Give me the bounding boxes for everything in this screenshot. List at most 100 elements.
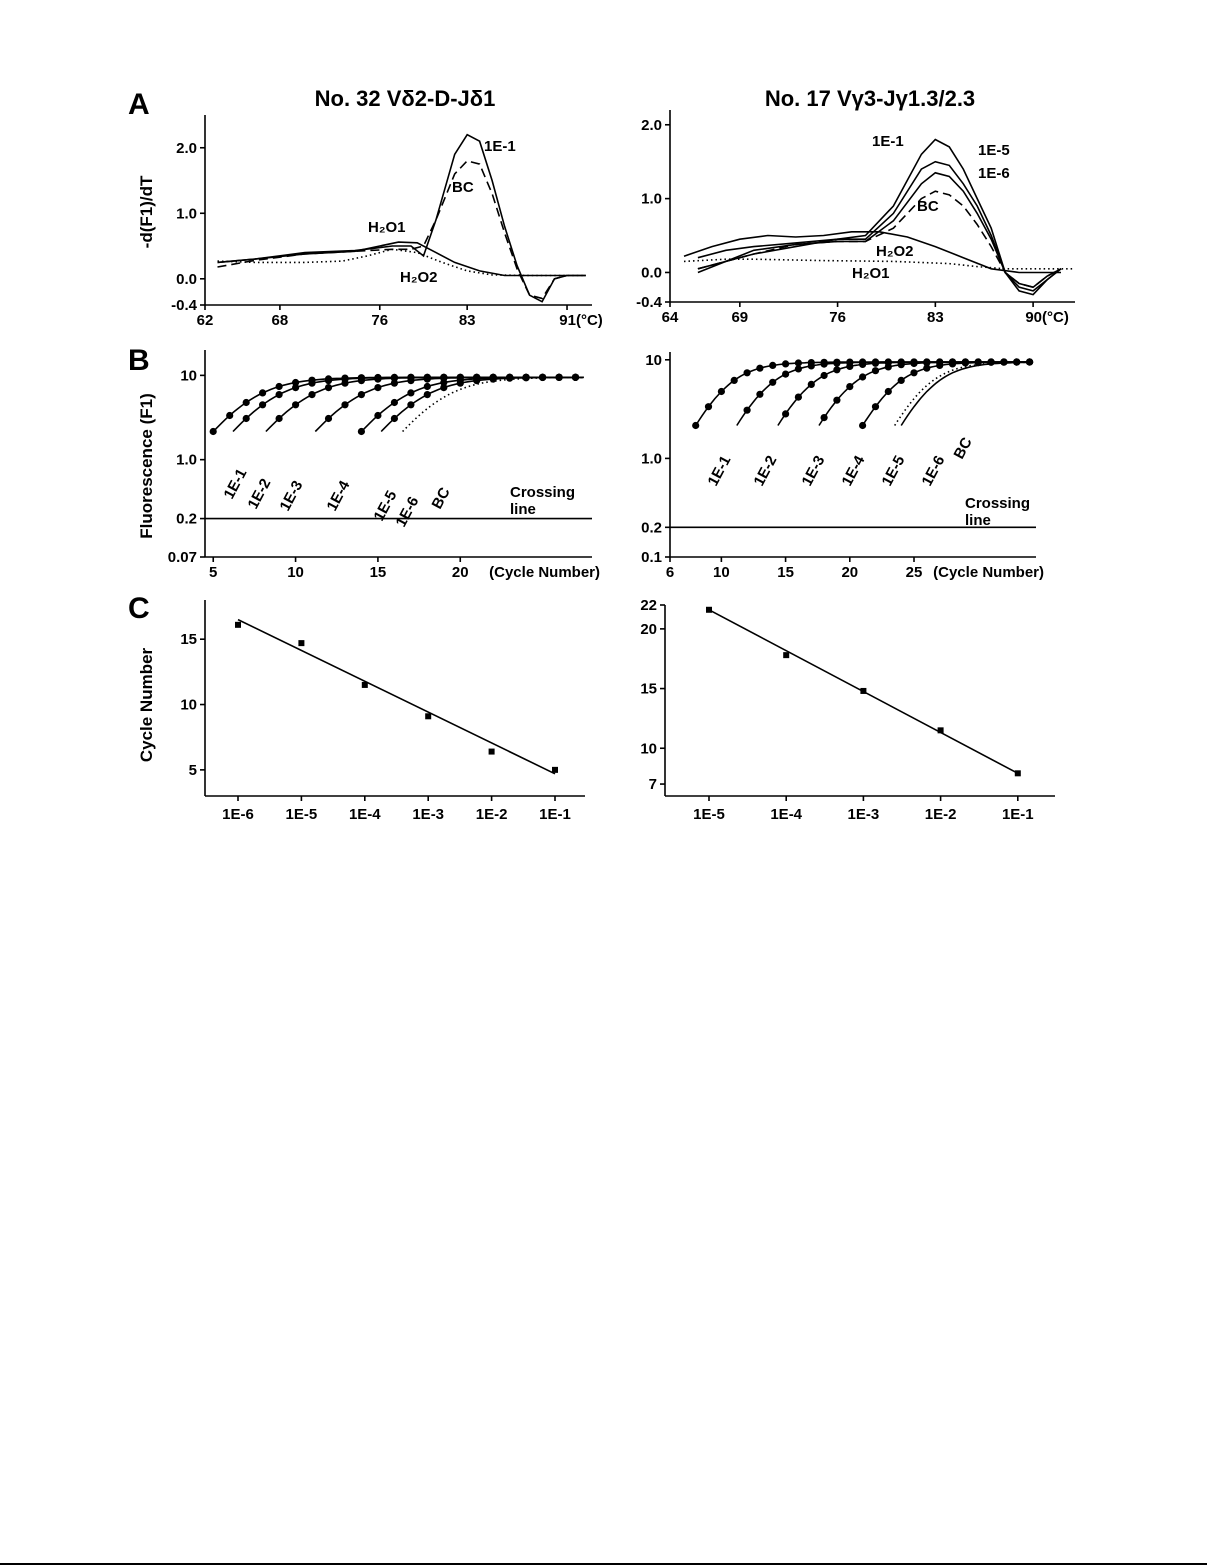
- left-column-title: No. 32 Vδ2-D-Jδ1: [315, 86, 496, 111]
- y-tick-label: 15: [640, 681, 657, 698]
- curve-label: H₂O2: [876, 243, 914, 260]
- series-1e-3-point: [807, 380, 815, 388]
- series-1e-3-point: [871, 359, 880, 367]
- series-1e-2-point: [794, 365, 803, 373]
- y-tick-label: 0.2: [176, 511, 197, 528]
- panel-letter-a: A: [128, 88, 150, 121]
- crossing-line-label: line: [965, 512, 991, 529]
- x-axis-label: (Cycle Number): [933, 564, 1044, 581]
- series-1e-4-point: [374, 384, 382, 392]
- series-1e-5-point: [859, 421, 867, 430]
- amp-y-label: Fluorescence (F1): [137, 393, 156, 539]
- y-tick-label: 20: [640, 621, 657, 638]
- y-tick-label: -0.4: [171, 297, 198, 314]
- series-1e-4-point: [407, 377, 415, 385]
- series-1e-4-point: [923, 359, 931, 367]
- curve-label: H₂O1: [368, 219, 406, 236]
- series-1e-2-point: [820, 360, 828, 368]
- y-tick-label: 0.0: [176, 271, 197, 288]
- std-y-label: Cycle Number: [137, 647, 156, 762]
- series-label: 1E-3: [799, 453, 829, 489]
- series-label: 1E-4: [324, 477, 354, 514]
- y-tick-label: 1.0: [641, 450, 662, 467]
- x-tick-label: 15: [370, 564, 387, 581]
- y-tick-label: 10: [180, 367, 197, 384]
- series-1e-4-point: [846, 383, 854, 391]
- crossing-line-label: Crossing: [510, 484, 575, 501]
- series-1e-1-point: [717, 387, 726, 396]
- series-1e-1-point: [730, 376, 738, 384]
- series-1e-5-line: [697, 160, 1062, 292]
- series-1e-6-point: [506, 374, 514, 382]
- x-tick-label: 1E-3: [848, 806, 880, 823]
- data-point: [361, 681, 368, 688]
- series-1e-1-point: [259, 389, 267, 397]
- x-tick-label: 10: [287, 564, 304, 581]
- x-tick-label: 20: [841, 564, 858, 581]
- x-tick-label: 69: [731, 309, 748, 326]
- series-1e-3-point: [794, 393, 803, 401]
- curve-label: BC: [917, 198, 939, 215]
- x-tick-label: 64: [662, 309, 679, 326]
- series-bc-line: [402, 376, 584, 433]
- data-point: [860, 687, 867, 694]
- x-tick-label: 6: [666, 564, 674, 581]
- y-tick-label: 2.0: [176, 140, 197, 157]
- series-1e-4-point: [357, 391, 365, 399]
- y-tick-label: 5: [189, 762, 197, 779]
- series-1e-2-point: [743, 406, 751, 414]
- melt-curve-chart-left: -0.4 0.0 1.0 2.0 62 68 76 83 91(°C) 1E-1 BC H₂O1 H₂O…: [171, 115, 603, 329]
- series-1e-1-point: [209, 427, 217, 436]
- standard-curve-chart-left: 5 10 15 1E-6 1E-5 1E-4 1E-3 1E-2 1E-1: [180, 600, 585, 823]
- data-point: [235, 621, 241, 628]
- page-bottom-rule: [0, 1563, 1207, 1565]
- panel-letter-c: C: [128, 592, 150, 625]
- series-1e-1-point: [704, 403, 713, 411]
- series-1e-5-point: [390, 398, 398, 407]
- series-1e-5-point: [423, 382, 431, 391]
- series-1e-4-point: [884, 363, 892, 371]
- series-1e-4-point: [910, 359, 918, 368]
- series-1e-6-point: [522, 374, 530, 382]
- series-label: 1E-1: [221, 466, 251, 502]
- x-tick-label: 68: [272, 312, 289, 329]
- y-tick-label: 10: [640, 740, 657, 757]
- x-tick-label: 90(°C): [1025, 309, 1069, 326]
- series-1e-2-point: [324, 377, 333, 385]
- x-tick-label: 15: [777, 564, 794, 581]
- series-1e-4-point: [871, 367, 880, 375]
- series-1e-6-point: [407, 401, 415, 409]
- series-1e-3-point: [820, 371, 828, 380]
- y-tick-label: 1.0: [176, 205, 197, 222]
- curve-label: BC: [452, 179, 474, 196]
- data-point: [1014, 770, 1021, 777]
- crossing-line-label: Crossing: [965, 495, 1030, 512]
- series-1e-1-point: [275, 382, 283, 391]
- y-tick-label: -0.4: [636, 294, 663, 311]
- y-tick-label: 2.0: [641, 117, 662, 134]
- series-1e-5-point: [936, 361, 944, 369]
- x-tick-label: 91(°C): [559, 312, 603, 329]
- series-1e-3-point: [292, 401, 300, 409]
- series-1e-1-point: [794, 359, 803, 367]
- series-1e-2-point: [259, 401, 267, 409]
- panel-letter-b: B: [128, 344, 150, 377]
- x-tick-label: 5: [209, 564, 217, 581]
- curve-label: 1E-6: [978, 165, 1010, 182]
- x-tick-label: 83: [459, 312, 476, 329]
- series-1e-2-point: [242, 414, 250, 423]
- x-tick-label: 20: [452, 564, 469, 581]
- curve-label: 1E-1: [484, 138, 516, 155]
- series-1e-1-line: [697, 138, 1062, 296]
- series-1e-3-point: [782, 410, 790, 418]
- series-1e-5-point: [1026, 358, 1034, 366]
- data-point: [425, 713, 432, 720]
- series-1e-6-line: [900, 361, 1030, 426]
- series-1e-4-line: [818, 361, 1028, 426]
- series-1e-4-point: [820, 414, 828, 422]
- series-1e-1-point: [782, 360, 790, 368]
- series-1e-1-line: [212, 376, 584, 433]
- data-point: [783, 652, 790, 659]
- series-1e-3-point: [275, 414, 283, 423]
